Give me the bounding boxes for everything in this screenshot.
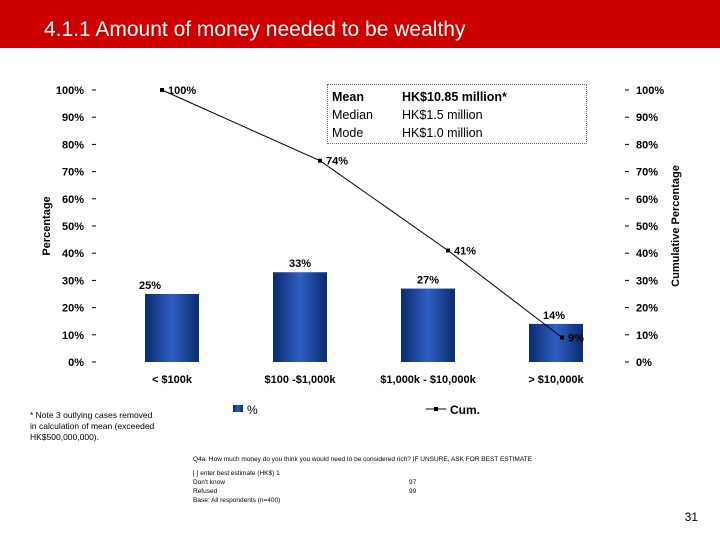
legend-line-marker (434, 407, 438, 411)
header-bar (0, 0, 720, 48)
stats-box: Mean HK$10.85 million* Median HK$1.5 milli… (327, 84, 587, 144)
bar-value-label: 25% (139, 280, 161, 292)
question-row: Don't know 97 (193, 478, 633, 487)
left-tick-label: 90% (62, 112, 84, 124)
question-row-value: 99 (409, 488, 417, 495)
right-tick-label: 90% (636, 112, 658, 124)
y-axis-label: Percentage (41, 196, 53, 255)
bar (529, 323, 583, 362)
right-tick-label: 0% (636, 357, 652, 369)
question-block: Q4a. How much money do you think you wou… (193, 455, 633, 505)
left-tick-label: 80% (62, 139, 84, 151)
page-title: 4.1.1 Amount of money needed to be wealt… (44, 18, 466, 41)
left-tick-label: 40% (62, 248, 84, 260)
left-tick-label: 50% (62, 221, 84, 233)
right-tick-label: 30% (636, 275, 658, 287)
left-tick-label: 30% (62, 275, 84, 287)
bar-value-label: 14% (543, 310, 565, 322)
line-value-label: 74% (326, 156, 348, 168)
question-row: Base: All respondents (n=400) (193, 496, 633, 505)
left-tick-label: 70% (62, 167, 84, 179)
bar-value-label: 33% (289, 258, 311, 270)
stat-mode-label: Mode (332, 126, 364, 140)
stat-median-label: Median (332, 108, 373, 122)
stat-mode: Mode HK$1.0 million (332, 126, 483, 140)
category-label: $100 -$1,000k (265, 374, 337, 386)
question-row: [ ] enter best estimate (HK$) 1 (193, 469, 633, 478)
question-text: Q4a. How much money do you think you wou… (193, 456, 532, 463)
stat-median: Median HK$1.5 million (332, 108, 483, 122)
left-axis-ticks: 0% 10% 20% 30% 40% 50% 60% 70% 80% 90% 100% (56, 85, 96, 369)
legend: % Cum. (233, 403, 480, 417)
category-labels: < $100k $100 -$1,000k $1,000k - $10,000k > … (152, 374, 585, 386)
left-tick-label: 100% (56, 85, 84, 97)
question-row-value: 97 (409, 479, 417, 486)
line-point (318, 158, 322, 163)
left-tick-label: 20% (62, 303, 84, 315)
page-number: 31 (684, 510, 698, 524)
right-tick-label: 60% (636, 194, 658, 206)
cumulative-line-series: 100% 74% 41% 9% (160, 85, 584, 345)
line-point (560, 335, 564, 340)
legend-bar-swatch (233, 405, 243, 412)
bar-series: 25% 33% 27% 14% (139, 258, 583, 362)
left-tick-label: 60% (62, 194, 84, 206)
category-label: < $100k (152, 374, 193, 386)
line-value-label: 9% (568, 333, 584, 345)
left-tick-label: 0% (68, 357, 84, 369)
right-tick-label: 80% (636, 139, 658, 151)
right-tick-label: 100% (636, 85, 664, 97)
stat-median-value: HK$1.5 million (402, 108, 483, 122)
question-row-label: Base: All respondents (n=400) (193, 497, 281, 504)
right-tick-label: 70% (636, 167, 658, 179)
right-tick-label: 20% (636, 303, 658, 315)
cumulative-line (161, 89, 563, 338)
stat-mean-label: Mean (332, 90, 364, 104)
question-row: Refused 99 (193, 487, 633, 496)
stat-mode-value: HK$1.0 million (402, 126, 483, 140)
line-value-label: 41% (454, 245, 476, 257)
line-value-label: 100% (168, 85, 196, 97)
right-tick-label: 40% (636, 248, 658, 260)
outlier-note: * Note 3 outlying cases removed in calcu… (30, 410, 155, 442)
line-point (160, 88, 164, 92)
legend-bar-label: % (247, 403, 258, 417)
stat-mean-value: HK$10.85 million* (402, 90, 507, 104)
category-label: $1,000k - $10,000k (380, 374, 476, 386)
left-tick-label: 10% (62, 330, 84, 342)
bar (145, 294, 199, 362)
right-tick-label: 50% (636, 221, 658, 233)
bar (401, 288, 455, 362)
question-row-label: [ ] enter best estimate (HK$) 1 (193, 470, 280, 477)
line-point (446, 248, 450, 253)
bar (273, 272, 327, 362)
y-axis-label-right: Cumulative Percentage (670, 165, 682, 287)
right-tick-label: 10% (636, 330, 658, 342)
right-axis-ticks: 0% 10% 20% 30% 40% 50% 60% 70% 80% 90% 100% (625, 85, 664, 369)
legend-line-label: Cum. (450, 403, 480, 417)
question-row-label: Refused (193, 488, 218, 495)
bar-value-label: 27% (417, 275, 439, 287)
question-row-label: Don't know (193, 479, 225, 486)
category-label: > $10,000k (528, 374, 584, 386)
stat-mean: Mean HK$10.85 million* (332, 90, 507, 104)
